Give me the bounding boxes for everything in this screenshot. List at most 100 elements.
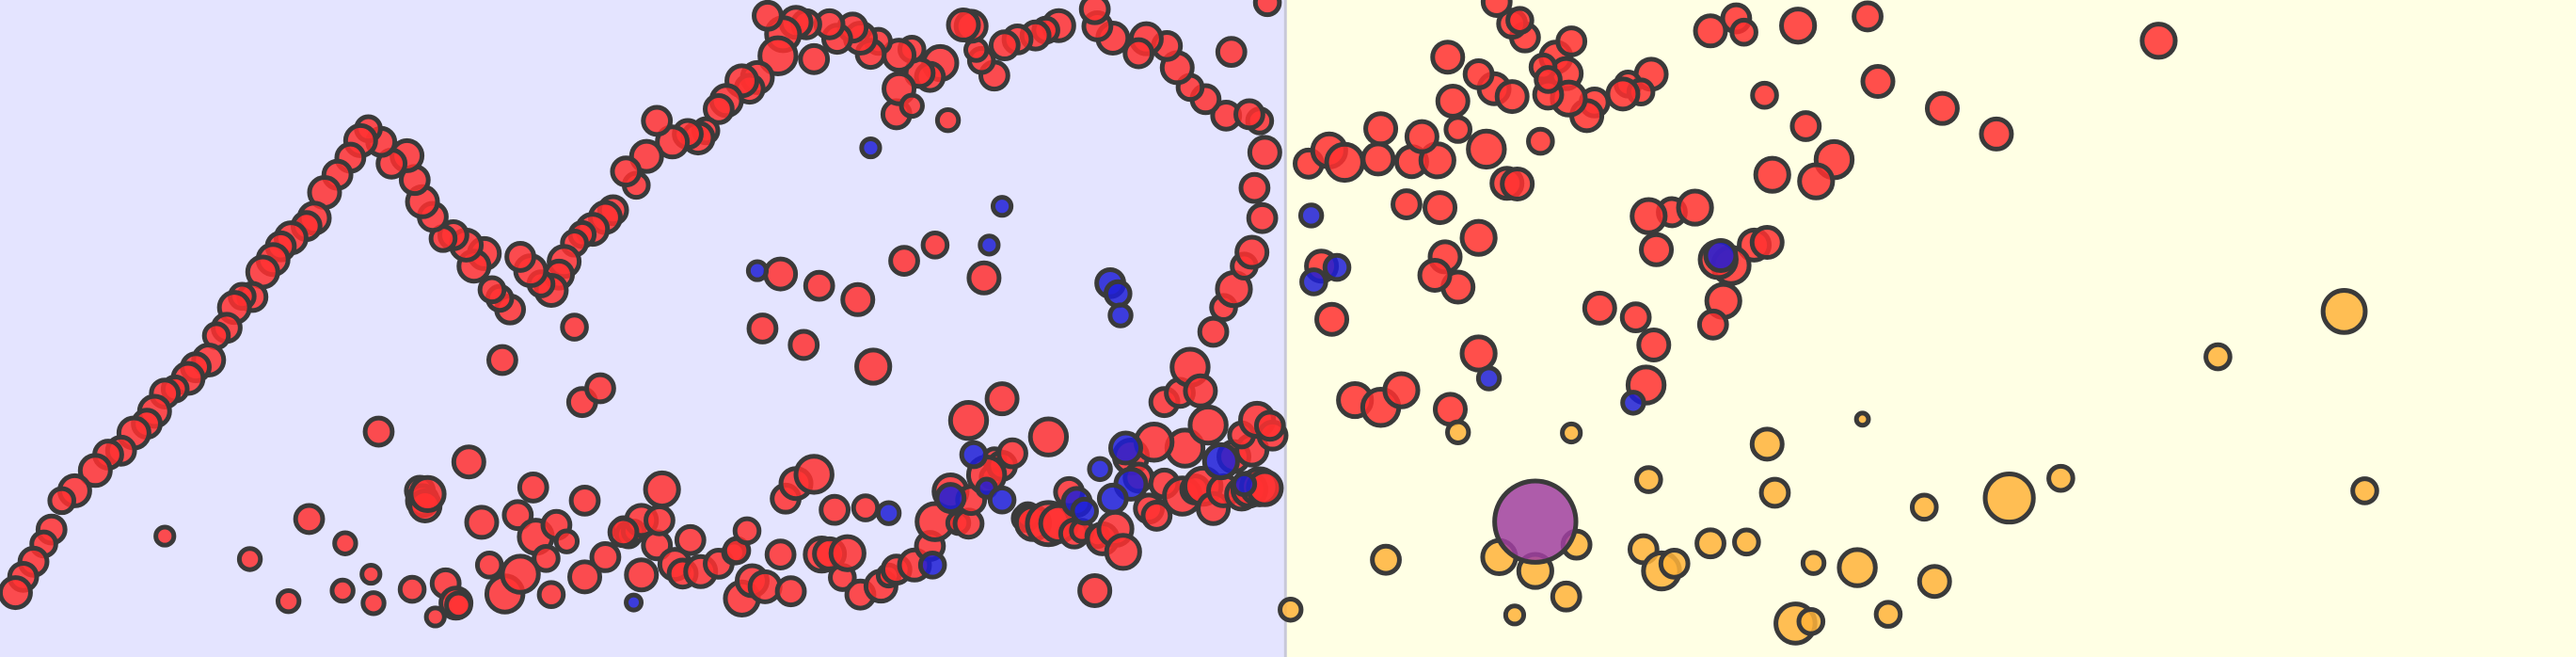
data-point xyxy=(2046,463,2075,493)
data-point xyxy=(1620,390,1646,416)
data-point xyxy=(1423,190,1458,226)
data-point xyxy=(1201,441,1240,481)
data-point xyxy=(1492,478,1579,565)
data-point xyxy=(1360,141,1396,177)
data-point xyxy=(1749,426,1785,462)
data-point xyxy=(1729,17,1758,47)
data-point xyxy=(644,504,676,537)
data-point xyxy=(793,454,835,495)
data-point xyxy=(947,400,990,441)
data-point xyxy=(1696,308,1729,341)
data-point xyxy=(1140,500,1173,532)
data-point xyxy=(1370,543,1402,576)
data-point xyxy=(898,92,925,120)
data-point xyxy=(1658,547,1691,580)
data-point xyxy=(875,500,902,526)
data-point xyxy=(1753,155,1791,194)
data-point xyxy=(1732,527,1761,557)
data-point xyxy=(1234,234,1270,270)
data-point xyxy=(1107,302,1134,328)
data-point xyxy=(1077,573,1113,609)
data-point xyxy=(1238,171,1271,204)
data-point xyxy=(1324,141,1365,184)
data-point xyxy=(1435,83,1471,119)
data-point xyxy=(1475,365,1503,392)
data-point xyxy=(1916,564,1952,600)
data-point xyxy=(504,241,536,273)
data-point xyxy=(990,195,1014,218)
data-point xyxy=(1693,13,1728,49)
data-point xyxy=(1494,79,1530,115)
data-point xyxy=(624,592,644,613)
data-point xyxy=(1215,36,1248,69)
data-point xyxy=(451,444,486,480)
data-point xyxy=(1104,533,1142,571)
data-point xyxy=(1445,419,1471,445)
data-point xyxy=(1860,64,1896,100)
data-point xyxy=(360,590,387,617)
data-point xyxy=(1322,252,1352,282)
data-point xyxy=(917,550,947,580)
data-point xyxy=(1443,115,1473,144)
data-point xyxy=(1103,279,1133,309)
data-point xyxy=(553,528,580,554)
data-point xyxy=(0,575,33,611)
data-point xyxy=(1187,404,1229,446)
data-point xyxy=(763,256,799,292)
data-point xyxy=(1703,238,1739,274)
data-point xyxy=(153,524,177,548)
data-point xyxy=(747,569,783,604)
data-point xyxy=(477,275,507,305)
data-point xyxy=(1797,162,1836,200)
data-point xyxy=(1853,410,1871,428)
data-point xyxy=(584,372,616,405)
data-point xyxy=(1363,111,1399,147)
data-point xyxy=(77,453,113,489)
data-point xyxy=(1503,603,1527,627)
data-point xyxy=(1505,6,1534,35)
data-point xyxy=(1550,580,1582,613)
data-point xyxy=(888,245,920,278)
data-point xyxy=(1070,496,1099,526)
data-point xyxy=(840,281,876,317)
data-point xyxy=(1924,90,1960,126)
data-point xyxy=(1231,471,1258,498)
data-point xyxy=(1459,218,1498,257)
data-point xyxy=(2320,287,2368,335)
data-point xyxy=(1382,371,1421,409)
data-point xyxy=(1404,119,1439,154)
data-point xyxy=(1183,373,1218,409)
data-point xyxy=(987,485,1017,515)
data-point xyxy=(1909,492,1939,522)
data-point xyxy=(275,587,302,615)
data-point xyxy=(1796,607,1826,636)
data-point xyxy=(1247,135,1282,170)
data-point xyxy=(1630,197,1668,235)
data-point xyxy=(2139,22,2178,60)
data-point xyxy=(1750,80,1779,110)
data-point xyxy=(643,470,681,509)
data-point xyxy=(1555,25,1588,57)
data-point xyxy=(2350,476,2379,505)
data-point xyxy=(1500,166,1535,201)
data-point xyxy=(1979,116,2014,152)
data-point xyxy=(1459,334,1498,373)
data-point xyxy=(1582,290,1617,326)
data-point xyxy=(819,493,851,526)
data-point xyxy=(567,559,603,595)
data-point xyxy=(1253,409,1286,442)
data-point xyxy=(362,415,395,448)
data-point xyxy=(1636,327,1672,362)
data-point xyxy=(934,482,967,514)
data-point xyxy=(532,544,561,573)
data-point xyxy=(359,562,383,586)
data-point xyxy=(803,269,835,302)
data-point xyxy=(1078,0,1111,25)
data-point xyxy=(966,260,1002,296)
data-point xyxy=(536,580,566,609)
data-point xyxy=(828,534,867,572)
data-point xyxy=(746,312,779,345)
data-point xyxy=(1694,527,1726,560)
data-point xyxy=(978,233,1001,257)
